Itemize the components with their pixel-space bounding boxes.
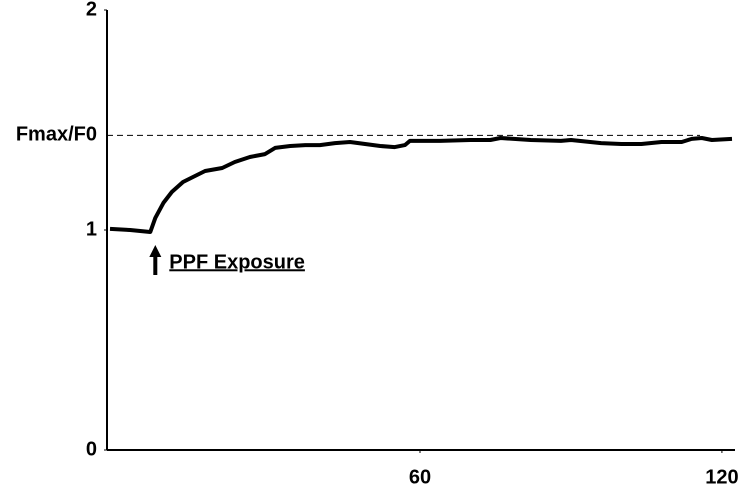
reference-label: Fmax/F0 bbox=[16, 124, 97, 146]
y-tick-label: 1 bbox=[86, 218, 97, 240]
annotation-arrow-head bbox=[149, 245, 162, 257]
y-tick-label: 0 bbox=[86, 438, 97, 460]
x-tick-label: 60 bbox=[409, 466, 431, 488]
y-tick-label: 2 bbox=[86, 0, 97, 20]
annotation: PPF Exposure bbox=[169, 251, 305, 273]
data-line bbox=[109, 136, 733, 234]
x-tick-label: 120 bbox=[705, 466, 738, 488]
